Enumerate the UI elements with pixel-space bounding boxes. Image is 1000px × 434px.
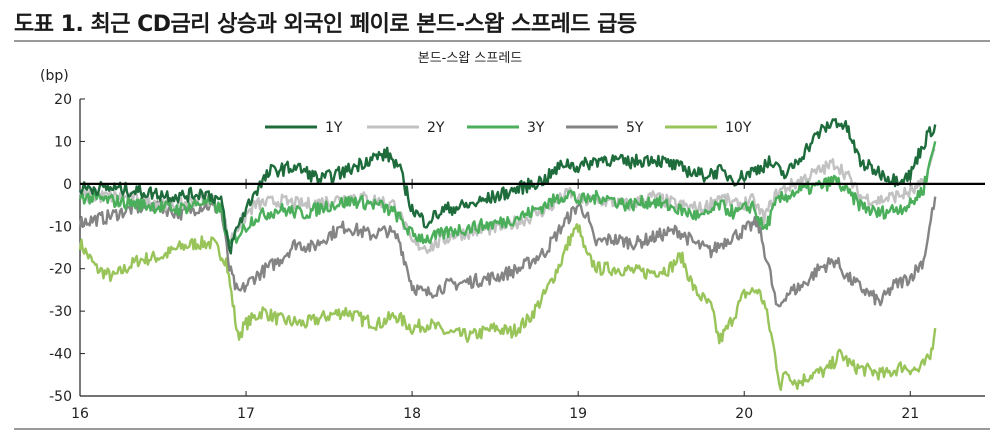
y-tick-label: -20 <box>49 262 72 278</box>
y-tick-label: -40 <box>49 347 72 363</box>
legend-label-5y: 5Y <box>626 120 644 136</box>
y-tick-label: -10 <box>49 219 72 235</box>
x-tick-label: 21 <box>901 406 919 422</box>
series-line-1y <box>78 117 937 255</box>
x-tick-label: 18 <box>403 406 421 422</box>
series-lines <box>78 117 937 391</box>
legend-label-2y: 2Y <box>427 120 445 136</box>
x-tick-label: 19 <box>569 406 587 422</box>
chart-subtitle: 본드-스왑 스프레드 <box>418 51 523 66</box>
y-tick-label: -30 <box>49 304 72 320</box>
y-tick-label: 10 <box>54 134 72 150</box>
x-tick-label: 17 <box>237 406 255 422</box>
series-line-5y <box>78 196 937 308</box>
series-line-10y <box>78 223 937 391</box>
bottom-divider <box>14 428 990 430</box>
legend-label-10y: 10Y <box>725 120 752 136</box>
figure-title: 도표 1. 최근 CD금리 상승과 외국인 페이로 본드-스왑 스프레드 급등 <box>14 12 637 37</box>
y-tick-label: -50 <box>49 389 72 405</box>
x-tick-label: 16 <box>71 406 89 422</box>
y-tick-label: 0 <box>63 177 72 193</box>
y-tick-label: 20 <box>54 92 72 108</box>
x-tick-label: 20 <box>735 406 753 422</box>
legend: 1Y 2Y 3Y 5Y 10Y <box>265 120 752 136</box>
y-axis-unit-label: (bp) <box>40 68 69 84</box>
legend-label-1y: 1Y <box>325 120 343 136</box>
title-divider <box>14 40 990 42</box>
legend-label-3y: 3Y <box>527 120 545 136</box>
series-line-3y <box>78 141 937 245</box>
